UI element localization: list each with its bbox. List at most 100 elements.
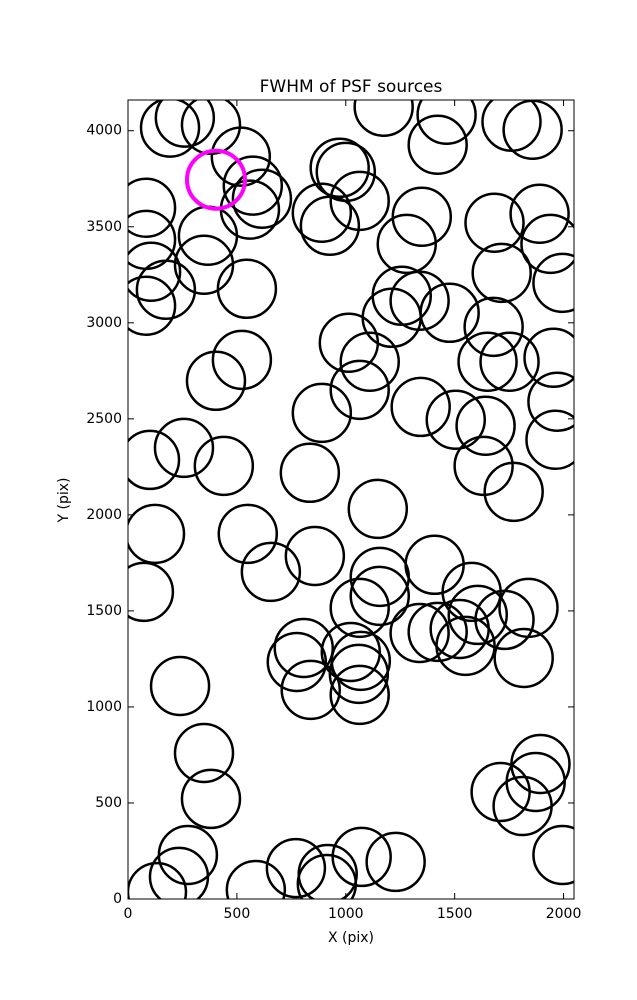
source-marker: [329, 664, 390, 726]
source-marker: [216, 258, 278, 320]
source-marker: [284, 525, 346, 587]
source-marker: [347, 478, 409, 540]
source-marker: [493, 627, 554, 689]
chart-title: FWHM of PSF sources: [260, 77, 443, 97]
source-marker: [447, 584, 508, 646]
x-tick-label: 0: [124, 906, 133, 922]
source-marker: [435, 615, 496, 677]
y-tick-label: 4000: [86, 123, 122, 139]
axes-frame: [127, 99, 575, 900]
source-marker: [389, 270, 450, 331]
y-axis-label: Y (pix): [56, 478, 72, 524]
source-marker: [222, 155, 284, 216]
source-marker: [211, 329, 273, 391]
source-marker: [425, 389, 486, 451]
source-marker: [479, 331, 540, 393]
source-marker: [193, 435, 255, 497]
source-marker: [457, 331, 518, 393]
source-marker: [185, 350, 247, 412]
source-marker: [416, 100, 477, 146]
source-marker: [173, 234, 235, 296]
y-tick-label: 1500: [86, 603, 122, 619]
y-tick-label: 0: [113, 891, 122, 907]
source-marker: [173, 722, 235, 784]
source-marker: [128, 503, 186, 565]
source-marker: [180, 768, 242, 830]
source-marker: [339, 331, 400, 393]
source-marker: [407, 601, 468, 663]
source-marker: [527, 371, 574, 432]
x-tick-label: 1500: [437, 906, 473, 922]
source-marker: [483, 461, 544, 523]
source-marker: [470, 761, 531, 823]
source-marker: [153, 417, 215, 479]
source-marker: [532, 252, 574, 314]
source-marker: [525, 409, 574, 471]
source-marker: [240, 541, 302, 603]
source-marker: [353, 100, 414, 137]
source-marker: [471, 242, 532, 304]
source-marker: [265, 837, 327, 899]
source-marker: [217, 503, 279, 565]
source-marker: [291, 382, 353, 444]
source-marker: [389, 602, 450, 664]
source-marker: [149, 655, 211, 717]
source-marker: [315, 141, 377, 203]
source-marker: [148, 846, 210, 899]
source-marker: [210, 126, 272, 187]
source-marker: [464, 192, 525, 253]
y-tick-label: 2000: [86, 507, 122, 523]
source-marker: [523, 327, 574, 388]
source-marker: [463, 296, 524, 358]
y-tick-label: 2500: [86, 411, 122, 427]
source-marker: [498, 577, 559, 639]
source-marker: [225, 859, 287, 899]
plot-area: [128, 100, 574, 899]
source-marker: [328, 643, 390, 705]
source-marker: [128, 861, 188, 899]
source-marker: [320, 621, 382, 683]
source-marker: [329, 170, 390, 232]
source-marker: [376, 213, 437, 275]
source-marker: [154, 100, 216, 148]
source-marker: [391, 186, 453, 248]
source-marker: [532, 824, 574, 886]
source-marker: [349, 565, 410, 627]
source-marker: [419, 282, 480, 344]
source-marker: [502, 100, 563, 161]
x-tick-label: 500: [224, 906, 251, 922]
x-tick-label: 2000: [546, 906, 582, 922]
source-marker: [329, 577, 390, 639]
source-marker: [128, 429, 181, 491]
source-marker: [509, 183, 570, 244]
source-marker: [318, 312, 380, 374]
source-marker: [407, 114, 468, 176]
y-tick-label: 3000: [86, 315, 122, 331]
source-marker: [291, 182, 353, 243]
source-marker: [184, 148, 247, 211]
source-marker: [390, 376, 451, 438]
x-axis-label: X (pix): [328, 930, 374, 946]
source-marker: [520, 213, 574, 275]
source-marker: [139, 100, 201, 158]
source-marker: [231, 168, 293, 229]
source-marker: [309, 137, 370, 199]
source-marker: [280, 659, 341, 721]
y-tick-label: 1000: [86, 699, 122, 715]
source-marker: [279, 442, 341, 504]
source-marker: [455, 395, 516, 456]
y-tick-label: 3500: [86, 219, 122, 235]
source-marker: [492, 775, 553, 837]
source-marker: [273, 617, 334, 679]
source-marker: [331, 826, 392, 888]
source-marker: [128, 561, 175, 623]
source-marker: [329, 359, 390, 421]
x-tick-label: 1000: [328, 906, 364, 922]
source-marker: [365, 831, 426, 893]
source-marker: [128, 275, 177, 336]
source-marker: [128, 241, 182, 302]
source-marker: [266, 631, 328, 693]
y-tick-label: 500: [95, 795, 122, 811]
source-marker: [296, 853, 358, 899]
